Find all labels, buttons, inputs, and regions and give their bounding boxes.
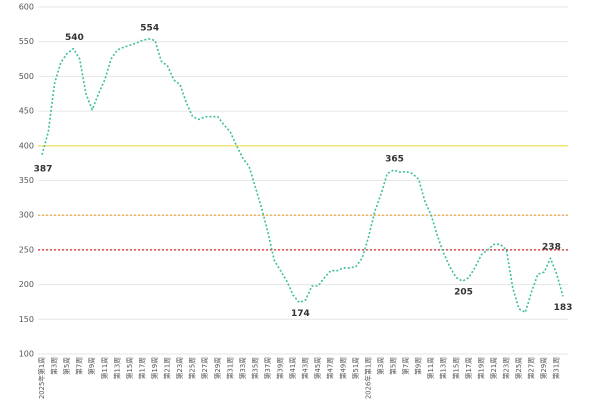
x-tick-label: 第25周 — [514, 357, 523, 379]
data-label: 174 — [291, 309, 310, 319]
x-tick-label: 第31周 — [552, 357, 561, 379]
x-tick-label: 第19周 — [150, 357, 159, 379]
data-label: 365 — [385, 155, 404, 165]
x-tick-label: 第17周 — [137, 357, 146, 379]
x-tick-label: 第3周 — [376, 357, 385, 375]
data-label: 205 — [454, 288, 473, 298]
x-tick-label: 第37周 — [263, 357, 272, 379]
y-tick-label: 600 — [19, 3, 34, 12]
x-tick-label: 第9周 — [414, 357, 423, 375]
y-tick-label: 300 — [19, 211, 34, 220]
data-label: 238 — [542, 243, 561, 253]
data-label: 540 — [65, 33, 84, 43]
x-tick-label: 第3周 — [50, 357, 59, 375]
x-tick-label: 第13周 — [112, 357, 121, 379]
x-tick-label: 第43周 — [301, 357, 310, 379]
data-line — [41, 38, 564, 314]
y-tick-label: 100 — [19, 350, 34, 359]
x-tick-label: 第5周 — [389, 357, 398, 375]
x-tick-label: 第11周 — [100, 357, 109, 379]
y-tick-label: 200 — [19, 280, 34, 289]
data-label: 183 — [554, 303, 573, 313]
x-tick-label: 第51周 — [351, 357, 360, 379]
x-tick-label: 第21周 — [489, 357, 498, 379]
x-tick-label: 第29周 — [213, 357, 222, 379]
y-tick-label: 350 — [19, 176, 34, 185]
x-tick-label: 第7周 — [401, 357, 410, 375]
x-tick-label: 第15周 — [125, 357, 134, 379]
x-tick-label: 第17周 — [464, 357, 473, 379]
x-tick-label: 第27周 — [527, 357, 536, 379]
x-tick-label: 2026年第1周 — [363, 357, 372, 399]
x-tick-label: 第41周 — [288, 357, 297, 379]
x-tick-label: 第7周 — [75, 357, 84, 375]
x-tick-label: 第13周 — [439, 357, 448, 379]
x-tick-label: 第49周 — [338, 357, 347, 379]
data-label: 387 — [34, 164, 53, 174]
x-tick-label: 第23周 — [175, 357, 184, 379]
x-tick-label: 第29周 — [539, 357, 548, 379]
y-tick-label: 150 — [19, 315, 34, 324]
x-tick-label: 2025年第1周 — [37, 357, 46, 399]
x-tick-label: 第47周 — [326, 357, 335, 379]
y-tick-label: 400 — [19, 141, 34, 150]
x-tick-label: 第45周 — [313, 357, 322, 379]
x-tick-label: 第21周 — [163, 357, 172, 379]
x-tick-label: 第25周 — [188, 357, 197, 379]
x-tick-label: 第23周 — [502, 357, 511, 379]
x-tick-label: 第33周 — [238, 357, 247, 379]
data-label: 554 — [140, 23, 159, 33]
x-tick-label: 第31周 — [225, 357, 234, 379]
x-tick-label: 第35周 — [250, 357, 259, 379]
x-tick-label: 第15周 — [451, 357, 460, 379]
x-tick-label: 第5周 — [62, 357, 71, 375]
x-tick-label: 第9周 — [87, 357, 96, 375]
x-tick-label: 第39周 — [276, 357, 285, 379]
x-tick-label: 第27周 — [200, 357, 209, 379]
y-tick-label: 550 — [19, 37, 34, 46]
x-tick-label: 第19周 — [476, 357, 485, 379]
y-tick-label: 500 — [19, 72, 34, 81]
y-tick-label: 450 — [19, 107, 34, 116]
y-tick-label: 250 — [19, 245, 34, 254]
x-tick-label: 第11周 — [426, 357, 435, 379]
